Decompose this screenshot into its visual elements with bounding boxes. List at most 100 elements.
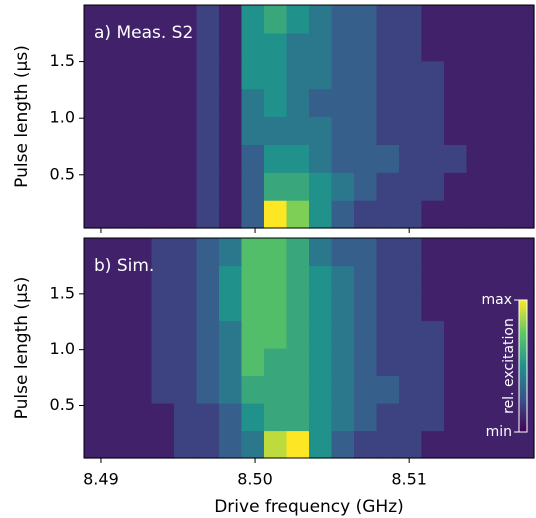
heatmap-cell xyxy=(354,320,378,349)
heatmap-cell xyxy=(84,200,108,229)
heatmap-cell xyxy=(444,320,468,349)
heatmap-cell xyxy=(376,60,400,90)
heatmap-cell xyxy=(241,430,265,459)
heatmap-cell xyxy=(331,293,355,322)
heatmap-cell xyxy=(399,116,423,145)
heatmap-cell xyxy=(286,293,310,322)
heatmap-cell xyxy=(466,172,490,201)
heatmap-cell xyxy=(444,32,468,62)
heatmap-cell xyxy=(264,348,288,377)
heatmap-cell xyxy=(106,88,130,118)
heatmap-cell xyxy=(241,32,265,62)
heatmap-cell xyxy=(219,320,243,349)
heatmap-cell xyxy=(84,430,108,459)
heatmap-cell xyxy=(376,144,400,173)
heatmap-cell xyxy=(309,200,333,229)
heatmap-cell xyxy=(489,265,513,294)
heatmap-cell xyxy=(399,172,423,201)
heatmap-cell xyxy=(309,348,333,377)
heatmap-cell xyxy=(151,88,175,118)
x-tick-label: 8.49 xyxy=(83,470,119,489)
heatmap-cell xyxy=(219,144,243,173)
heatmap-cell xyxy=(196,430,220,459)
heatmap-cell xyxy=(444,144,468,173)
heatmap-cell xyxy=(286,430,310,459)
heatmap-cell xyxy=(151,5,175,34)
heatmap-cell xyxy=(129,116,153,145)
heatmap-cell xyxy=(106,200,130,229)
heatmap-cell xyxy=(196,144,220,173)
heatmap-cell xyxy=(174,238,198,267)
heatmap-cell xyxy=(106,293,130,322)
heatmap-cell xyxy=(444,293,468,322)
heatmap-cell xyxy=(241,320,265,349)
heatmap-cell xyxy=(129,5,153,34)
heatmap-cell xyxy=(196,32,220,62)
heatmap-cell xyxy=(309,32,333,62)
heatmap-cell xyxy=(196,172,220,201)
heatmap-cell xyxy=(399,32,423,62)
heatmap-cell xyxy=(489,60,513,90)
heatmap-cell xyxy=(264,32,288,62)
heatmap-cell xyxy=(286,403,310,432)
heatmap-cell xyxy=(376,265,400,294)
heatmap-cell xyxy=(219,375,243,404)
heatmap-cell xyxy=(129,293,153,322)
y-axis-label: Pulse length (µs) xyxy=(12,45,32,188)
y-tick-label: 1.0 xyxy=(50,339,75,358)
heatmap-cell xyxy=(489,172,513,201)
heatmap-cell xyxy=(151,172,175,201)
heatmap-cell xyxy=(511,200,535,229)
heatmap-cell xyxy=(84,238,108,267)
heatmap-cell xyxy=(376,320,400,349)
heatmap-cell xyxy=(151,430,175,459)
heatmap-cell xyxy=(354,293,378,322)
heatmap-cell xyxy=(421,320,445,349)
colorbar-tick-label: min xyxy=(486,424,512,440)
heatmap-cell xyxy=(444,5,468,34)
heatmap-cell xyxy=(399,5,423,34)
heatmap-cell xyxy=(466,320,490,349)
heatmap-cell xyxy=(106,375,130,404)
heatmap-cell xyxy=(354,32,378,62)
panel-label: a) Meas. S2 xyxy=(94,23,193,43)
heatmap-cell xyxy=(241,88,265,118)
heatmap-cell xyxy=(489,32,513,62)
heatmap-cell xyxy=(196,320,220,349)
heatmap-cell xyxy=(421,200,445,229)
heatmap-cell xyxy=(286,172,310,201)
heatmap-cell xyxy=(286,88,310,118)
heatmap-cell xyxy=(241,5,265,34)
heatmap-cell xyxy=(106,430,130,459)
heatmap-cell xyxy=(489,116,513,145)
heatmap-cell xyxy=(331,403,355,432)
heatmap-cell xyxy=(174,5,198,34)
heatmap-cell xyxy=(129,238,153,267)
heatmap-cell xyxy=(376,375,400,404)
heatmap-cell xyxy=(376,403,400,432)
heatmap-cell xyxy=(466,116,490,145)
heatmap-cell xyxy=(376,430,400,459)
heatmap-cell xyxy=(309,88,333,118)
heatmap-cell xyxy=(264,403,288,432)
heatmap-cell xyxy=(399,265,423,294)
heatmap-cell xyxy=(174,200,198,229)
heatmap-cell xyxy=(376,348,400,377)
heatmap-cell xyxy=(84,88,108,118)
heatmap-cell xyxy=(241,403,265,432)
heatmap-cell xyxy=(331,60,355,90)
heatmap-cell xyxy=(399,60,423,90)
heatmap-cell xyxy=(106,32,130,62)
heatmap-cell xyxy=(466,60,490,90)
panel-label: b) Sim. xyxy=(94,256,154,276)
heatmap-cell xyxy=(264,320,288,349)
heatmap-cell xyxy=(421,293,445,322)
heatmap-cell xyxy=(444,403,468,432)
heatmap-cell xyxy=(376,88,400,118)
heatmap-cell xyxy=(151,375,175,404)
heatmap-cell xyxy=(106,403,130,432)
heatmap-cell xyxy=(196,60,220,90)
heatmap-cell xyxy=(309,116,333,145)
heatmap-cell xyxy=(196,348,220,377)
colorbar-label: rel. excitation xyxy=(501,318,517,414)
